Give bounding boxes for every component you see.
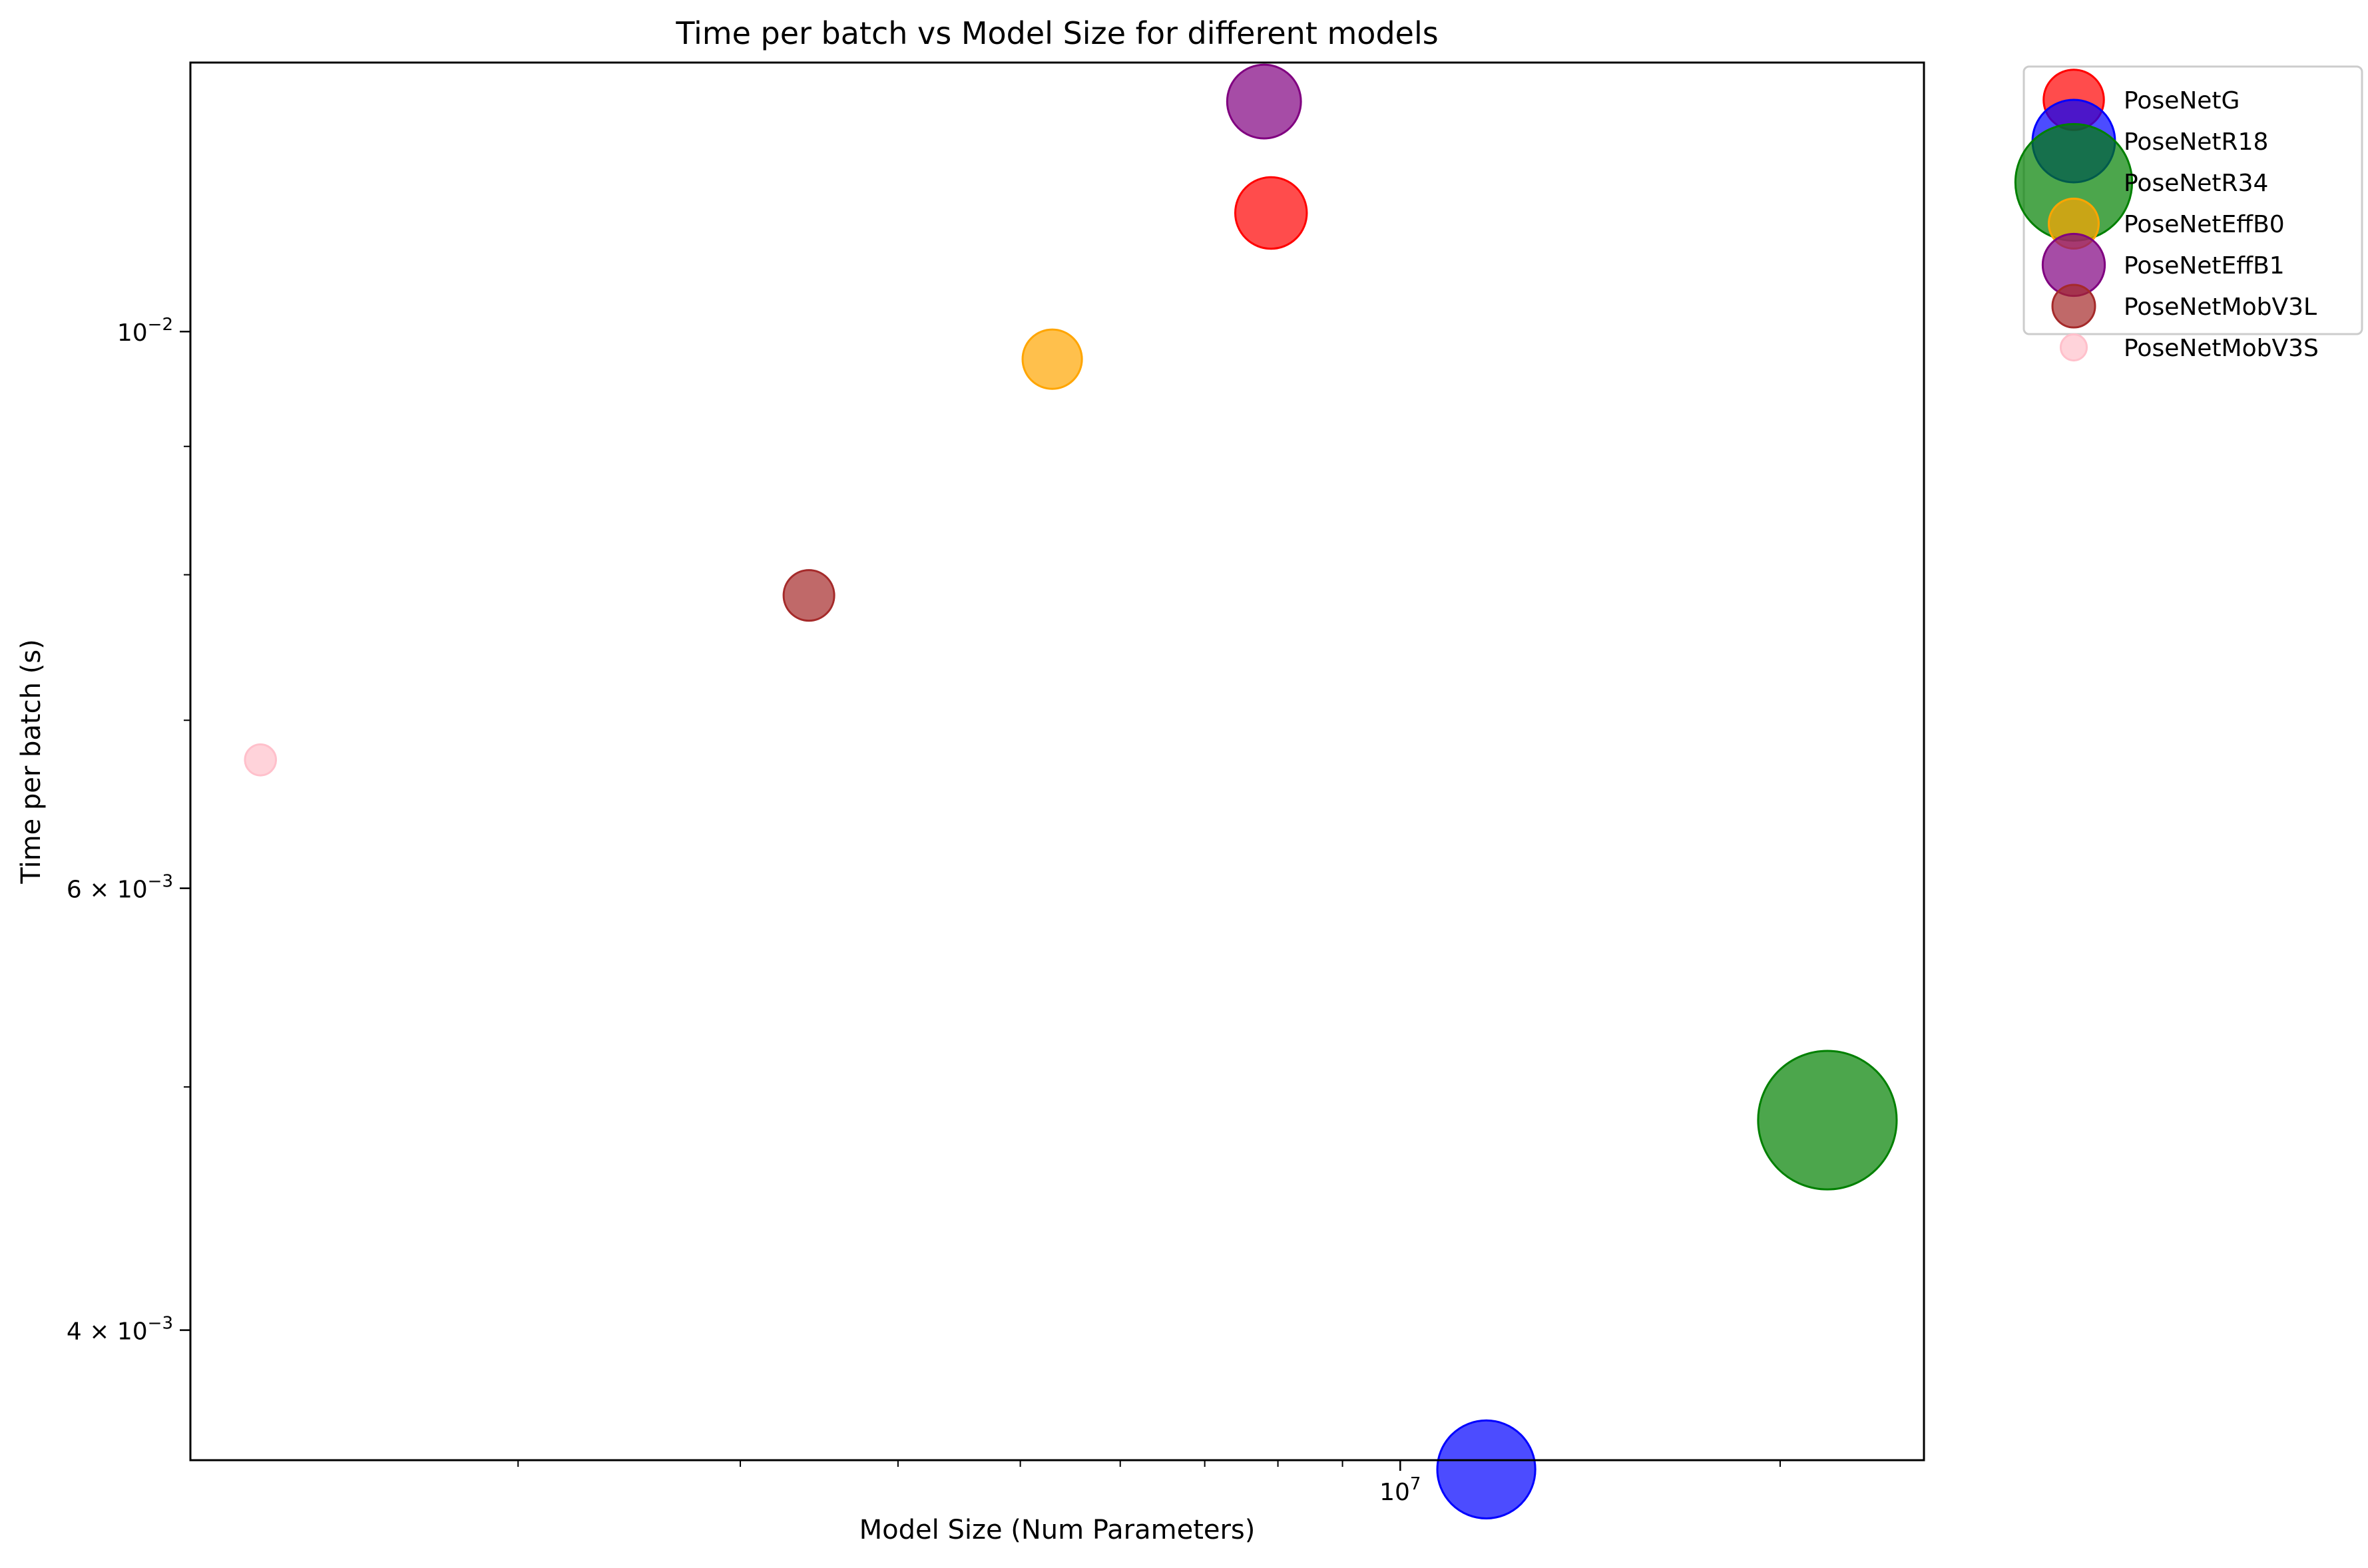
scatter-point-posenetg — [1234, 176, 1308, 250]
legend-label-poseneteffb0: PoseNetEffB0 — [2124, 211, 2285, 238]
x-axis-ticks: 107 — [517, 1460, 1781, 1506]
y-tick-label: 4 × 10−3 — [67, 1314, 173, 1346]
scatter-point-posenetmobv3l — [782, 569, 835, 622]
legend-items: PoseNetG PoseNetR18 PoseNetR34 PoseNetEffB0… — [2014, 69, 2319, 362]
y-tick-label: 6 × 10−3 — [67, 872, 173, 904]
x-tick-label: 107 — [1379, 1474, 1421, 1506]
scatter-points — [244, 63, 1898, 1519]
y-tick-label: 10−2 — [117, 315, 173, 347]
scatter-point-posenetmobv3s — [244, 743, 278, 777]
scatter-point-posenetr18 — [1436, 1419, 1537, 1519]
legend-label-poseneteffb1: PoseNetEffB1 — [2124, 252, 2285, 280]
scatter-point-poseneteffb1 — [1226, 63, 1302, 140]
legend-marker-posenetmobv3l — [2051, 284, 2096, 329]
legend-label-posenetmobv3l: PoseNetMobV3L — [2124, 294, 2317, 321]
legend-label-posenetr34: PoseNetR34 — [2124, 170, 2268, 197]
legend-label-posenetr18: PoseNetR18 — [2124, 128, 2268, 156]
y-axis-ticks: 10−2 6 × 10−3 4 × 10−3 — [67, 315, 190, 1346]
scatter-point-poseneteffb0 — [1021, 328, 1083, 390]
x-axis-label: Model Size (Num Parameters) — [859, 1515, 1256, 1545]
legend-marker-posenetmobv3s — [2059, 333, 2088, 362]
legend-label-posenetg: PoseNetG — [2124, 87, 2240, 114]
scatter-point-posenetr34 — [1757, 1050, 1898, 1191]
y-axis-label: Time per batch (s) — [16, 639, 47, 884]
chart-title: Time per batch vs Model Size for differe… — [675, 15, 1438, 51]
legend-label-posenetmobv3s: PoseNetMobV3S — [2124, 335, 2319, 362]
legend: PoseNetG PoseNetR18 PoseNetR34 PoseNetEffB0… — [2014, 65, 2363, 362]
axes-frame — [189, 61, 1925, 1462]
